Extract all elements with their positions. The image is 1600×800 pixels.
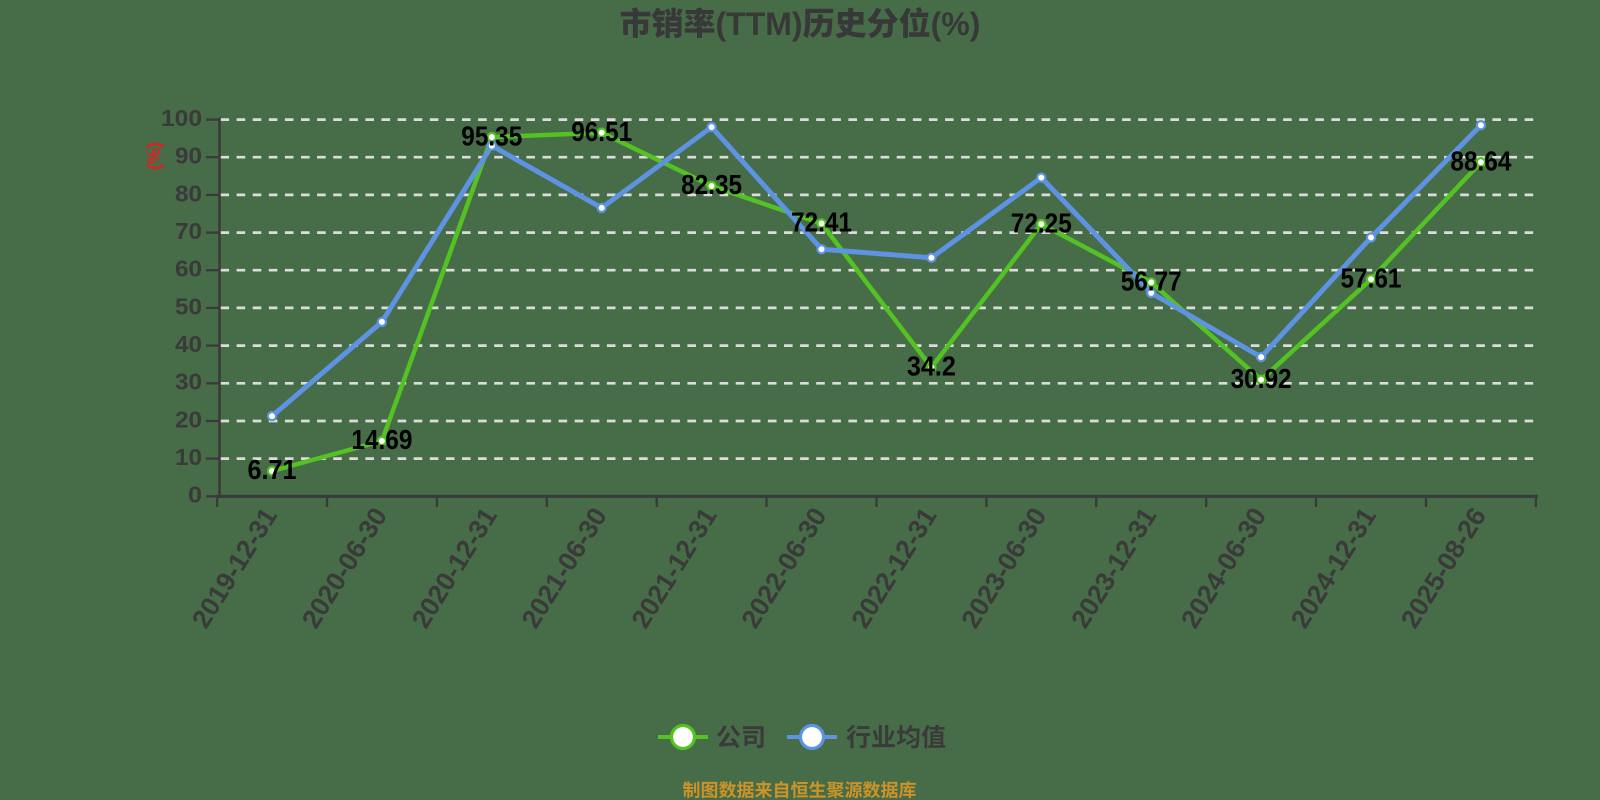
svg-text:60: 60	[175, 256, 202, 282]
svg-text:(%): (%)	[144, 142, 164, 170]
svg-text:56.77: 56.77	[1121, 266, 1182, 297]
svg-text:80: 80	[175, 180, 202, 206]
svg-text:30: 30	[175, 369, 202, 395]
svg-text:95.35: 95.35	[461, 120, 522, 151]
svg-text:34.2: 34.2	[907, 351, 956, 382]
svg-text:96.51: 96.51	[571, 116, 632, 147]
svg-text:10: 10	[175, 444, 202, 470]
svg-text:20: 20	[175, 406, 202, 432]
svg-text:82.35: 82.35	[681, 169, 742, 200]
svg-text:30.92: 30.92	[1231, 363, 1292, 394]
svg-text:40: 40	[175, 331, 202, 357]
svg-text:(%): (%)	[931, 6, 981, 42]
svg-text:72.41: 72.41	[791, 207, 852, 238]
svg-text:100: 100	[161, 105, 202, 131]
svg-text:6.71: 6.71	[248, 454, 297, 485]
svg-text:70: 70	[175, 218, 202, 244]
svg-text:90: 90	[175, 143, 202, 169]
svg-text:88.64: 88.64	[1450, 146, 1511, 177]
svg-text:0: 0	[188, 482, 202, 508]
svg-text:(TTM): (TTM)	[716, 6, 803, 42]
svg-text:14.69: 14.69	[351, 424, 412, 455]
svg-text:72.25: 72.25	[1011, 207, 1072, 238]
svg-text:57.61: 57.61	[1341, 263, 1402, 294]
svg-text:50: 50	[175, 293, 202, 319]
